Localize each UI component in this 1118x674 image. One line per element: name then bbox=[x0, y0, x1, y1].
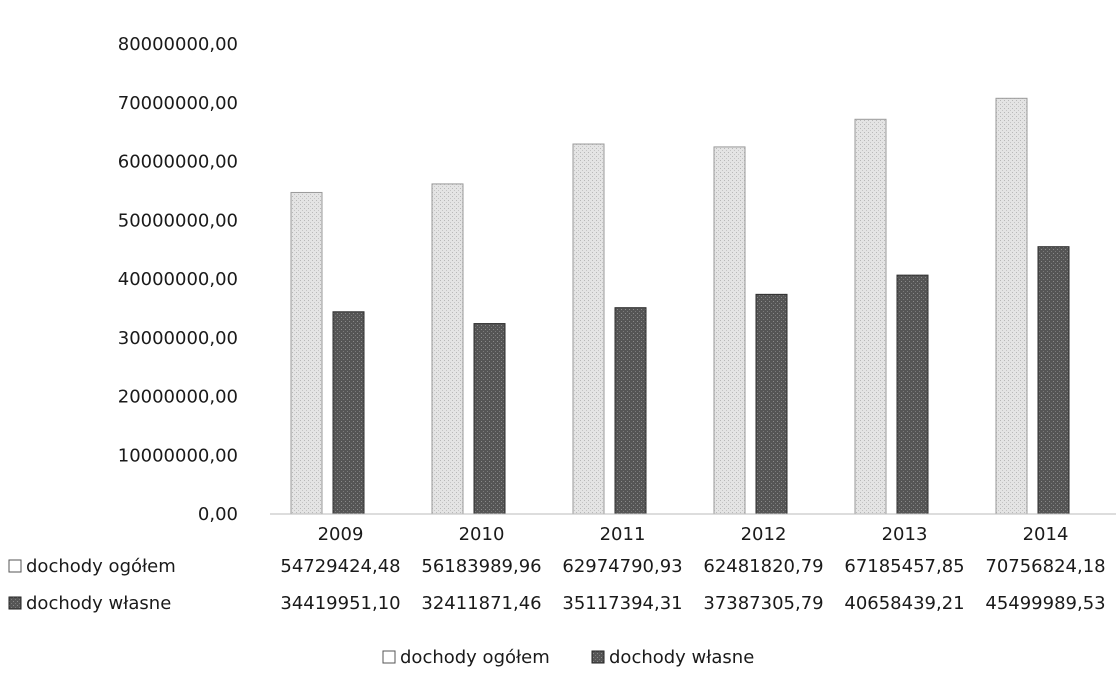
bar-dochody-wlasne-2011 bbox=[614, 307, 647, 515]
legend-label: dochody ogółem bbox=[400, 647, 550, 668]
bar-dochody-wlasne-2013 bbox=[896, 274, 929, 515]
table-legend-key bbox=[8, 596, 22, 610]
bar-dochody-ogolem-2009 bbox=[290, 191, 323, 515]
bar-dochody-wlasne-2012 bbox=[755, 293, 788, 515]
table-value: 70756824,18 bbox=[985, 556, 1105, 577]
table-value: 56183989,96 bbox=[421, 556, 541, 577]
table-value: 40658439,21 bbox=[844, 593, 964, 614]
bar-dochody-ogolem-2011 bbox=[572, 143, 605, 515]
y-axis: 0,00 10000000,00 20000000,00 30000000,00 400… bbox=[118, 34, 238, 525]
table-value: 62481820,79 bbox=[703, 556, 823, 577]
x-tick-label: 2012 bbox=[741, 524, 787, 545]
table-series-name: dochody własne bbox=[26, 593, 171, 614]
bar-dochody-wlasne-2014 bbox=[1037, 246, 1070, 515]
table-value: 34419951,10 bbox=[280, 593, 400, 614]
bar-dochody-wlasne-2010 bbox=[473, 323, 506, 515]
x-tick-label: 2011 bbox=[600, 524, 646, 545]
data-table: dochody ogółem 54729424,48 56183989,96 6297… bbox=[8, 556, 1106, 614]
y-tick-label: 50000000,00 bbox=[118, 210, 238, 231]
y-tick-label: 60000000,00 bbox=[118, 152, 238, 173]
table-value: 32411871,46 bbox=[421, 593, 541, 614]
bars bbox=[290, 97, 1070, 515]
y-tick-label: 10000000,00 bbox=[118, 445, 238, 466]
legend-key bbox=[382, 650, 396, 664]
y-tick-label: 70000000,00 bbox=[118, 93, 238, 114]
y-tick-label: 30000000,00 bbox=[118, 328, 238, 349]
y-tick-label: 80000000,00 bbox=[118, 34, 238, 55]
x-tick-label: 2013 bbox=[882, 524, 928, 545]
table-value: 37387305,79 bbox=[703, 593, 823, 614]
table-value: 45499989,53 bbox=[985, 593, 1105, 614]
x-tick-label: 2009 bbox=[318, 524, 364, 545]
bar-dochody-ogolem-2012 bbox=[713, 146, 746, 515]
legend: dochody ogółem dochody własne bbox=[382, 647, 754, 668]
x-axis: 2009 2010 2011 2012 2013 2014 bbox=[270, 513, 1116, 545]
bar-dochody-ogolem-2014 bbox=[995, 97, 1028, 515]
y-tick-label: 0,00 bbox=[198, 504, 238, 525]
table-legend-key bbox=[8, 559, 22, 573]
bar-dochody-wlasne-2009 bbox=[332, 311, 365, 515]
table-value: 35117394,31 bbox=[562, 593, 682, 614]
table-value: 67185457,85 bbox=[844, 556, 964, 577]
table-value: 54729424,48 bbox=[280, 556, 400, 577]
bar-dochody-ogolem-2013 bbox=[854, 118, 887, 515]
table-series-name: dochody ogółem bbox=[26, 556, 176, 577]
legend-label: dochody własne bbox=[609, 647, 754, 668]
table-value: 62974790,93 bbox=[562, 556, 682, 577]
x-tick-label: 2014 bbox=[1023, 524, 1069, 545]
legend-key bbox=[591, 650, 605, 664]
bar-dochody-ogolem-2010 bbox=[431, 183, 464, 515]
y-tick-label: 40000000,00 bbox=[118, 269, 238, 290]
y-tick-label: 20000000,00 bbox=[118, 387, 238, 408]
x-tick-label: 2010 bbox=[459, 524, 505, 545]
